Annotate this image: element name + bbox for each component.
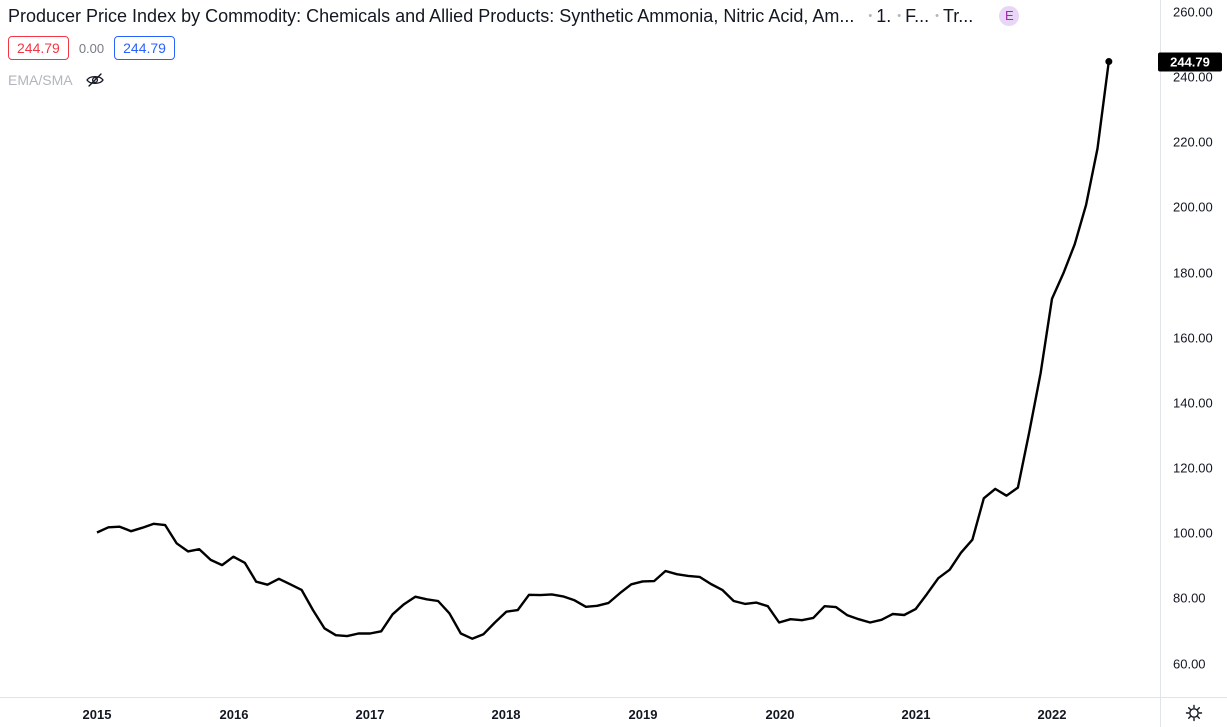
y-tick-label: 60.00 [1173,656,1206,671]
x-tick-label: 2017 [355,707,385,722]
y-tick-label: 220.00 [1173,134,1213,150]
indicator-label[interactable]: EMA/SMA [8,72,73,88]
separator-dot: • [935,10,939,22]
x-tick-label: 2019 [628,707,658,722]
y-tick-label: 120.00 [1173,460,1213,476]
x-tick-label: 2016 [219,707,249,722]
gear-icon [1185,704,1203,721]
chart-legend: Producer Price Index by Commodity: Chemi… [8,4,1020,88]
time-axis[interactable]: 2015 2016 2017 2018 2019 2020 2021 2022 [0,697,1160,727]
y-tick-label: 160.00 [1173,330,1213,346]
y-tick-label: 200.00 [1173,199,1213,215]
chart-pane[interactable] [0,0,1160,697]
price-axis[interactable]: 60.00 80.00 100.00 120.00 140.00 160.00 180.00… [1160,0,1227,697]
type-label[interactable]: Tr... [942,5,974,26]
eye-off-icon[interactable] [85,72,105,88]
x-tick-label: 2015 [82,707,112,722]
chart-title[interactable]: Producer Price Index by Commodity: Chemi… [8,5,855,26]
y-tick-label: 80.00 [1173,590,1206,606]
chart-settings-button[interactable] [1160,697,1227,727]
x-tick-label: 2020 [765,707,795,722]
buy-value-box[interactable]: 244.79 [114,36,175,60]
y-tick-label: 100.00 [1173,525,1213,541]
price-line-plot [96,58,1113,640]
events-badge[interactable]: E [999,6,1020,26]
source-label[interactable]: F... [905,5,930,26]
interval-label[interactable]: 1. [876,5,892,26]
x-tick-label: 2018 [491,707,521,722]
y-tick-label: 180.00 [1173,265,1213,281]
separator-dot: • [897,10,902,22]
change-value: 0.00 [78,40,105,56]
x-tick-label: 2021 [901,707,931,722]
y-tick-label: 140.00 [1173,395,1213,411]
last-point-marker [1105,58,1113,66]
separator-dot: • [868,10,873,22]
x-tick-label: 2022 [1037,707,1067,722]
y-tick-label: 240.00 [1173,69,1213,85]
last-price-label: 244.79 [1158,52,1222,72]
series-line [96,61,1110,640]
sell-value-box[interactable]: 244.79 [8,36,69,60]
y-tick-label: 260.00 [1173,4,1213,20]
